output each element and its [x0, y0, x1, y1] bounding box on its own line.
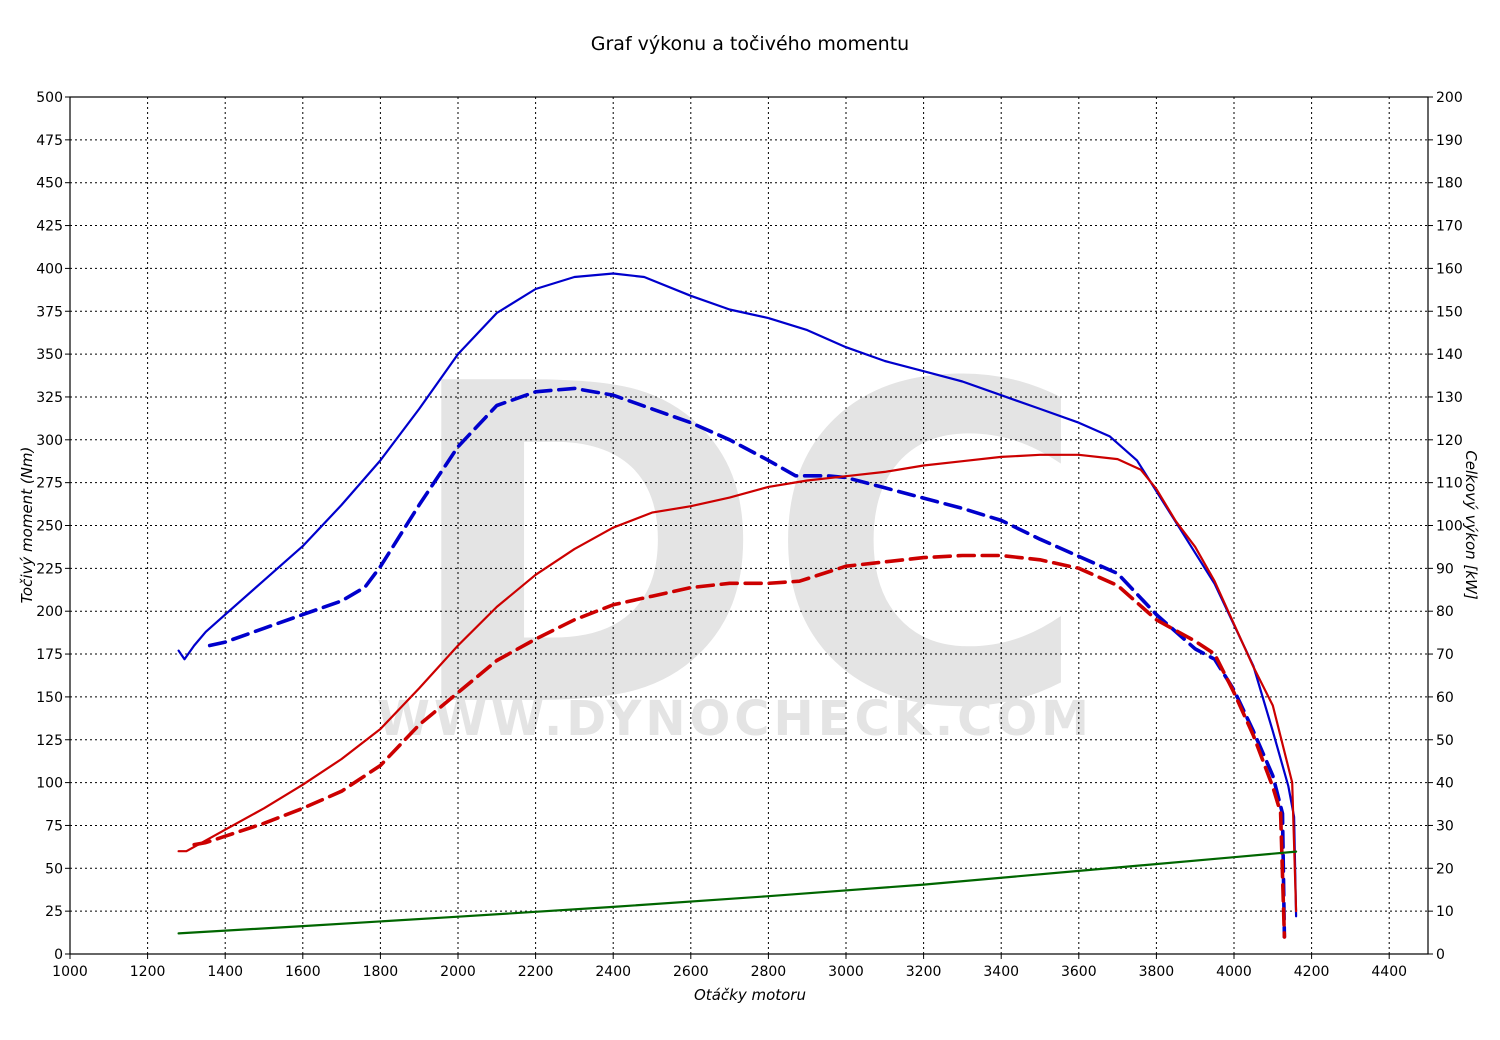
- y-left-tick-label: 175: [36, 647, 63, 663]
- watermark-logo: DC: [401, 292, 1089, 804]
- y-right-tick-label: 180: [1436, 176, 1463, 192]
- y-left-tick-label: 275: [36, 476, 63, 492]
- y-left-tick-label: 475: [36, 133, 63, 149]
- y-right-tick-label: 80: [1436, 604, 1454, 620]
- y-right-tick-label: 130: [1436, 390, 1463, 406]
- x-tick-label: 1200: [130, 964, 166, 980]
- y-right-tick-label: 50: [1436, 733, 1454, 749]
- x-tick-label: 2200: [518, 964, 554, 980]
- y-left-tick-label: 225: [36, 561, 63, 577]
- x-tick-label: 4000: [1216, 964, 1252, 980]
- y-right-tick-label: 140: [1436, 347, 1463, 363]
- series-line-power-stock: [192, 553, 1287, 939]
- y-right-tick-label: 120: [1436, 433, 1463, 449]
- y-left-tick-label: 150: [36, 690, 63, 706]
- y-right-tick-label: 160: [1436, 261, 1463, 277]
- y-right-tick-label: 90: [1436, 561, 1454, 577]
- x-tick-label: 2400: [595, 964, 631, 980]
- y-left-tick-label: 125: [36, 733, 63, 749]
- y-left-tick-label: 100: [36, 776, 63, 792]
- y-right-tick-label: 200: [1436, 90, 1463, 106]
- x-tick-label: 4200: [1294, 964, 1330, 980]
- y-right-tick-label: 20: [1436, 861, 1454, 877]
- x-tick-label: 3800: [1139, 964, 1175, 980]
- x-tick-label: 1600: [285, 964, 321, 980]
- y-axis-right-title: Celkový výkon [kW]: [1462, 450, 1480, 600]
- x-tick-label: 2800: [751, 964, 787, 980]
- y-left-tick-label: 375: [36, 304, 63, 320]
- y-left-tick-label: 425: [36, 219, 63, 235]
- y-left-tick-label: 50: [45, 861, 63, 877]
- y-right-tick-label: 10: [1436, 904, 1454, 920]
- y-left-tick-label: 400: [36, 261, 63, 277]
- y-right-tick-label: 150: [1436, 304, 1463, 320]
- chart-title: Graf výkonu a točivého momentu: [590, 33, 910, 55]
- x-tick-label: 1400: [207, 964, 243, 980]
- y-right-tick-label: 40: [1436, 776, 1454, 792]
- series-layer: [177, 272, 1298, 939]
- y-right-tick-label: 190: [1436, 133, 1463, 149]
- x-tick-label: 3400: [983, 964, 1019, 980]
- y-right-tick-label: 60: [1436, 690, 1454, 706]
- y-right-tick-label: 170: [1436, 219, 1463, 235]
- series-line-torque-tuned: [177, 272, 1298, 918]
- y-right-tick-label: 100: [1436, 519, 1463, 535]
- x-tick-label: 2600: [673, 964, 709, 980]
- y-left-tick-label: 300: [36, 433, 63, 449]
- x-tick-label: 1000: [52, 964, 88, 980]
- x-tick-label: 3200: [906, 964, 942, 980]
- watermark: DC WWW.DYNOCHECK.COM: [377, 292, 1093, 804]
- series-line-torque-stock: [207, 386, 1287, 939]
- y-right-tick-label: 30: [1436, 818, 1454, 834]
- y-left-tick-label: 500: [36, 90, 63, 106]
- x-axis-title: Otáčky motoru: [694, 986, 806, 1004]
- y-right-tick-label: 110: [1436, 476, 1463, 492]
- series-line-power-tuned: [177, 453, 1298, 913]
- y-left-tick-label: 250: [36, 519, 63, 535]
- y-right-tick-label: 70: [1436, 647, 1454, 663]
- y-left-tick-label: 75: [45, 818, 63, 834]
- x-tick-label: 1800: [363, 964, 399, 980]
- y-left-tick-label: 350: [36, 347, 63, 363]
- axis-ticks: 1000 1200 1400 1600 1800 2000 2200 2400 2600 2800…: [36, 90, 1462, 980]
- y-left-tick-label: 0: [54, 947, 63, 963]
- x-tick-label: 2000: [440, 964, 476, 980]
- y-left-tick-label: 450: [36, 176, 63, 192]
- y-left-tick-label: 325: [36, 390, 63, 406]
- x-tick-label: 4400: [1371, 964, 1407, 980]
- x-tick-label: 3600: [1061, 964, 1097, 980]
- grid: [70, 97, 1428, 954]
- y-left-tick-label: 200: [36, 604, 63, 620]
- x-tick-label: 3000: [828, 964, 864, 980]
- watermark-url: WWW.DYNOCHECK.COM: [377, 691, 1093, 747]
- series-line-losses: [177, 850, 1298, 935]
- y-axis-left-title: Točivý moment (Nm): [18, 447, 36, 604]
- y-left-tick-label: 25: [45, 904, 63, 920]
- y-right-tick-label: 0: [1436, 947, 1445, 963]
